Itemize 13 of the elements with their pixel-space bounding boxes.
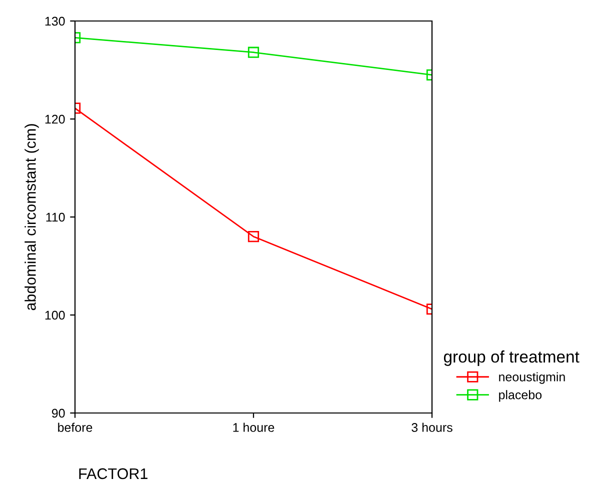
y-tick-label: 120	[45, 114, 65, 124]
legend-label: placebo	[499, 390, 542, 402]
x-tick-label: before	[58, 422, 92, 432]
x-axis-title: FACTOR1	[79, 468, 148, 480]
legend-title: group of treatment	[444, 350, 580, 366]
y-tick-label: 100	[45, 310, 65, 320]
x-tick-label: 1 houre	[233, 422, 274, 432]
legend-label: neoustigmin	[499, 372, 565, 384]
y-tick-label: 90	[52, 408, 65, 418]
y-tick-label: 130	[45, 16, 65, 26]
x-tick-label: 3 hours	[412, 422, 452, 432]
y-tick-label: 110	[46, 212, 65, 222]
y-axis-title: abdominal circomstant (cm)	[24, 124, 39, 310]
